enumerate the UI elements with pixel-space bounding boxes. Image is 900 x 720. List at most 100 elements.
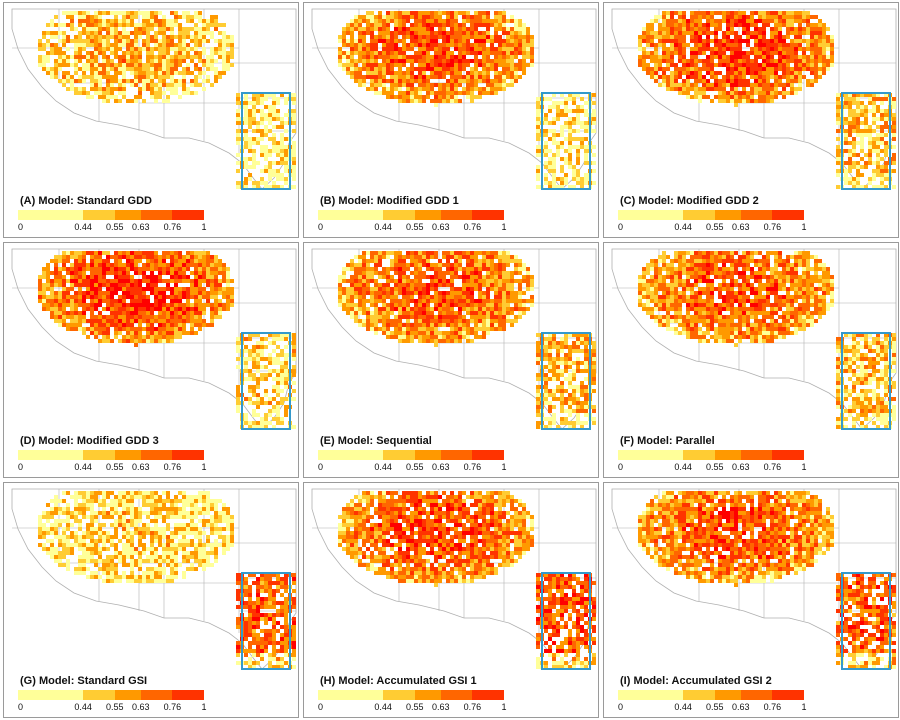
heat-cell	[162, 83, 166, 87]
heat-cell	[490, 255, 494, 259]
heat-cell	[494, 51, 498, 55]
legend-tick-label: 0.55	[105, 222, 124, 232]
heat-cell	[860, 129, 864, 133]
heat-cell	[450, 75, 454, 79]
heat-cell	[62, 323, 66, 327]
heat-cell	[466, 19, 470, 23]
heat-cell	[82, 39, 86, 43]
heat-cell	[406, 19, 410, 23]
heat-cell	[118, 87, 122, 91]
heat-cell	[486, 23, 490, 27]
heat-cell	[474, 271, 478, 275]
heat-cell	[114, 255, 118, 259]
heat-cell	[754, 91, 758, 95]
heat-cell	[822, 63, 826, 67]
heat-cell	[126, 51, 130, 55]
heat-cell	[110, 31, 114, 35]
heat-cell	[382, 287, 386, 291]
heat-cell	[544, 141, 548, 145]
heat-cell	[722, 79, 726, 83]
heat-cell	[514, 31, 518, 35]
heat-cell	[272, 333, 276, 337]
heat-cell	[386, 295, 390, 299]
heat-cell	[430, 91, 434, 95]
legend-tick-label: 0.44	[74, 222, 92, 232]
heat-cell	[86, 35, 90, 39]
heat-cell	[418, 19, 422, 23]
heat-cell	[536, 137, 540, 141]
heat-cell	[130, 327, 134, 331]
heat-cell	[852, 117, 856, 121]
heat-cell	[482, 79, 486, 83]
heat-cell	[118, 71, 122, 75]
heat-cell	[510, 283, 514, 287]
heat-cell	[526, 51, 530, 55]
heat-cell	[766, 83, 770, 87]
panel-title: (A) Model: Standard GDD	[20, 195, 152, 207]
heat-cell	[362, 63, 366, 67]
heat-cell	[350, 63, 354, 67]
heat-cell	[518, 303, 522, 307]
heat-cell	[730, 43, 734, 47]
heat-cell	[454, 63, 458, 67]
heat-cell	[458, 79, 462, 83]
heat-cell	[284, 337, 288, 341]
heat-cell	[514, 51, 518, 55]
heat-cell	[494, 59, 498, 63]
heat-cell	[454, 91, 458, 95]
heat-cell	[868, 149, 872, 153]
heat-cell	[584, 109, 588, 113]
heat-cell	[434, 67, 438, 71]
heat-cell	[222, 307, 226, 311]
legend-swatch	[114, 210, 141, 220]
heat-cell	[774, 43, 778, 47]
heat-cell	[782, 47, 786, 51]
heat-cell	[354, 23, 358, 27]
heat-cell	[876, 133, 880, 137]
heat-cell	[276, 357, 280, 361]
heat-cell	[70, 267, 74, 271]
heat-cell	[110, 83, 114, 87]
heat-cell	[94, 87, 98, 91]
heat-cell	[798, 71, 802, 75]
heat-cell	[478, 295, 482, 299]
heat-cell	[90, 283, 94, 287]
heat-cell	[498, 27, 502, 31]
heat-cell	[82, 295, 86, 299]
heat-cell	[206, 59, 210, 63]
heat-cell	[90, 279, 94, 283]
heat-cell	[884, 133, 888, 137]
heat-cell	[354, 39, 358, 43]
heat-cell	[98, 331, 102, 335]
heat-cell	[430, 263, 434, 267]
heat-cell	[394, 259, 398, 263]
heat-cell	[174, 319, 178, 323]
heat-cell	[178, 79, 182, 83]
heat-cell	[446, 95, 450, 99]
heat-cell	[848, 181, 852, 185]
heat-cell	[138, 23, 142, 27]
heat-cell	[462, 279, 466, 283]
heat-cell	[244, 365, 248, 369]
heat-cell	[126, 339, 130, 343]
heat-cell	[794, 35, 798, 39]
heat-cell	[174, 51, 178, 55]
heat-cell	[260, 153, 264, 157]
heat-cell	[568, 109, 572, 113]
heat-cell	[230, 43, 234, 47]
heat-cell	[114, 15, 118, 19]
heat-cell	[568, 97, 572, 101]
heat-cell	[158, 279, 162, 283]
heat-cell	[394, 295, 398, 299]
heat-cell	[126, 15, 130, 19]
heat-cell	[118, 267, 122, 271]
heat-cell	[268, 153, 272, 157]
heat-cell	[248, 385, 252, 389]
heat-cell	[814, 15, 818, 19]
heat-cell	[342, 35, 346, 39]
heat-cell	[690, 47, 694, 51]
heat-cell	[402, 279, 406, 283]
heat-cell	[126, 259, 130, 263]
heat-cell	[750, 11, 754, 15]
heat-cell	[226, 67, 230, 71]
